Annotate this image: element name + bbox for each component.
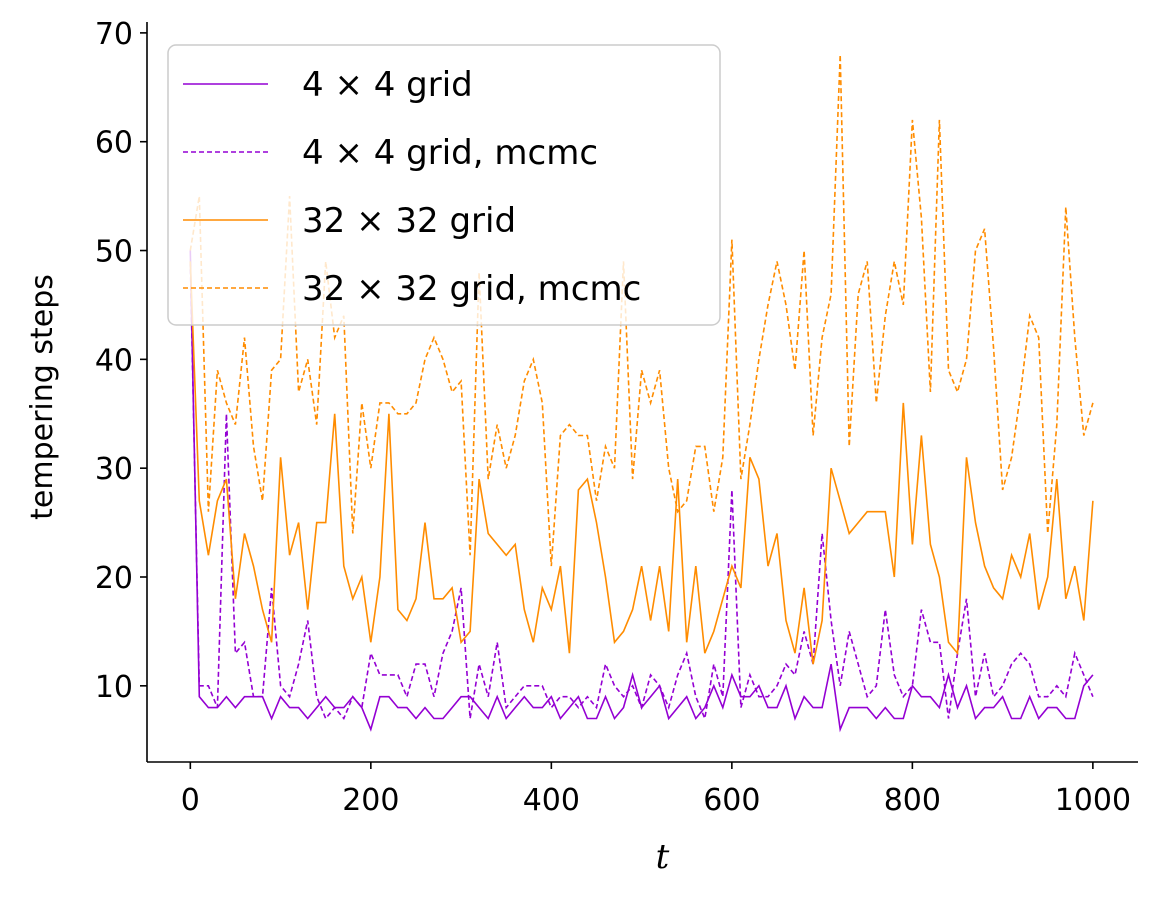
y-tick-label: 30 — [95, 452, 133, 487]
legend-label-3: 32 × 32 grid — [302, 201, 516, 241]
x-tick-label: 600 — [703, 783, 760, 818]
x-tick-label: 1000 — [1055, 783, 1131, 818]
y-tick-label: 60 — [95, 126, 133, 161]
x-tick-label: 800 — [884, 783, 941, 818]
legend-label-4: 32 × 32 grid, mcmc — [302, 269, 641, 309]
legend: 4 × 4 grid 4 × 4 grid, mcmc 32 × 32 grid 32… — [167, 44, 721, 326]
series-line-3 — [189, 261, 1094, 665]
legend-label-1: 4 × 4 grid — [302, 65, 473, 105]
x-tick-label: 0 — [181, 783, 200, 818]
series-line-2 — [189, 261, 1094, 722]
y-tick-label: 70 — [95, 17, 133, 52]
y-tick-label: 50 — [95, 235, 133, 270]
y-tick-label: 10 — [95, 670, 133, 705]
y-tick-label: 20 — [95, 561, 133, 596]
axes: 0 200 400 600 800 1000 10 20 30 40 50 60 70 t temperin… — [25, 17, 1138, 877]
y-axis-title: tempering steps — [25, 274, 60, 520]
legend-label-2: 4 × 4 grid, mcmc — [302, 133, 598, 173]
legend-box — [167, 44, 721, 326]
x-tick-label: 200 — [342, 783, 399, 818]
x-axis-title: t — [656, 837, 670, 877]
plot-area — [189, 54, 1094, 733]
x-tick-label: 400 — [523, 783, 580, 818]
y-tick-label: 40 — [95, 343, 133, 378]
